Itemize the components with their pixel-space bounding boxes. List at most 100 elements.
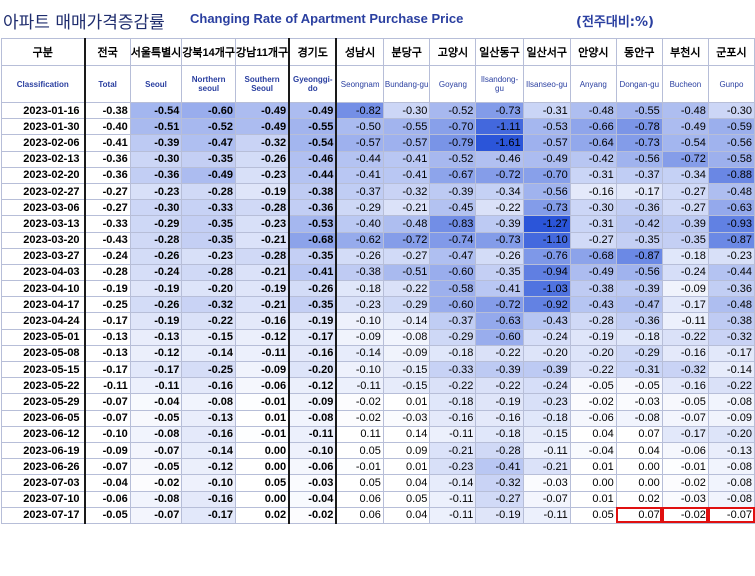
cell-bundang-gu: -0.30 xyxy=(382,101,431,120)
cell-bundang-gu: -0.14 xyxy=(382,312,431,330)
header-kr-2: 서울특별시 xyxy=(129,38,183,66)
cell-ilsandong-gu: -0.18 xyxy=(475,425,524,443)
table-row: 2023-02-27 -0.27 -0.23 -0.28 -0.19 -0.38 -0.37… xyxy=(0,182,755,201)
cell-ilsandong-gu: -0.22 xyxy=(475,199,524,217)
cell-total: -0.07 xyxy=(83,409,131,427)
table-row: 2023-03-27 -0.24 -0.26 -0.23 -0.28 -0.35 -0.26… xyxy=(0,247,755,265)
cell-seongnam: -0.29 xyxy=(335,199,384,217)
cell-anyang: 0.05 xyxy=(569,506,617,524)
cell-bundang-gu: -0.32 xyxy=(382,182,431,201)
header-kr-1: 전국 xyxy=(83,38,131,66)
cell-southern-seoul: -0.01 xyxy=(235,425,290,443)
row-date: 2023-03-13 xyxy=(0,215,86,233)
cell-anyang: -0.48 xyxy=(569,101,617,120)
cell-ilsanseo-gu: -1.27 xyxy=(522,215,571,233)
cell-ilsanseo-gu: -0.76 xyxy=(522,247,571,265)
cell-ilsanseo-gu: -0.92 xyxy=(522,296,571,314)
cell-northern-seoul: -0.10 xyxy=(181,474,237,492)
cell-bundang-gu: 0.05 xyxy=(382,490,431,508)
cell-southern-seoul: -0.12 xyxy=(235,328,290,346)
cell-seongnam: 0.06 xyxy=(335,506,384,524)
cell-gunpo: -0.38 xyxy=(707,312,755,330)
cell-anyang: -0.68 xyxy=(569,247,617,265)
table-row: 2023-07-17 -0.05 -0.07 -0.17 0.02 -0.02 0.06 0.… xyxy=(0,506,755,524)
cell-total: -0.36 xyxy=(83,166,131,184)
cell-southern-seoul: 0.00 xyxy=(235,441,290,460)
cell-ilsanseo-gu: -0.18 xyxy=(522,409,571,427)
cell-anyang: -0.31 xyxy=(569,215,617,233)
cell-ilsandong-gu: -0.35 xyxy=(475,263,524,282)
table-row: 2023-05-22 -0.11 -0.11 -0.16 -0.06 -0.12 -0.11… xyxy=(0,377,755,395)
cell-ilsandong-gu: -0.28 xyxy=(475,441,524,460)
header-en-1: Total xyxy=(83,65,131,103)
cell-seongnam: -0.02 xyxy=(335,393,384,411)
cell-goyang: -0.52 xyxy=(429,150,477,168)
cell-seongnam: -0.41 xyxy=(335,166,384,184)
cell-goyang: -0.21 xyxy=(429,441,477,460)
cell-northern-seoul: -0.49 xyxy=(181,166,237,184)
unit-label: (전주대비:%) xyxy=(576,15,654,30)
cell-gyeonggi-do: -0.09 xyxy=(288,393,337,411)
cell-anyang: -0.43 xyxy=(569,296,617,314)
cell-gunpo: -0.07 xyxy=(707,506,755,524)
cell-total: -0.24 xyxy=(83,247,131,265)
cell-seongnam: 0.05 xyxy=(335,441,384,460)
row-date: 2023-02-06 xyxy=(0,134,86,152)
cell-bucheon: -0.09 xyxy=(661,280,709,298)
cell-seongnam: -0.01 xyxy=(335,458,384,476)
table-row: 2023-03-13 -0.33 -0.29 -0.35 -0.23 -0.53 -0.40… xyxy=(0,215,755,233)
cell-gyeonggi-do: -0.44 xyxy=(288,166,337,184)
cell-total: -0.43 xyxy=(83,231,131,249)
cell-total: -0.28 xyxy=(83,263,131,282)
cell-dongan-gu: 0.00 xyxy=(615,474,663,492)
cell-total: -0.33 xyxy=(83,215,131,233)
cell-bucheon: -0.17 xyxy=(661,425,709,443)
header-kr-12: 동안구 xyxy=(615,38,663,66)
cell-southern-seoul: 0.05 xyxy=(235,474,290,492)
header-kr-4: 강남11개구 xyxy=(235,38,290,66)
cell-anyang: -0.04 xyxy=(569,441,617,460)
cell-gyeonggi-do: -0.68 xyxy=(288,231,337,249)
cell-seoul: -0.08 xyxy=(129,490,183,508)
cell-bundang-gu: 0.14 xyxy=(382,425,431,443)
cell-bundang-gu: -0.55 xyxy=(382,118,431,136)
cell-seongnam: -0.38 xyxy=(335,263,384,282)
row-date: 2023-06-19 xyxy=(0,441,86,460)
cell-dongan-gu: -0.31 xyxy=(615,360,663,379)
cell-bundang-gu: -0.03 xyxy=(382,409,431,427)
cell-dongan-gu: -0.87 xyxy=(615,247,663,265)
cell-northern-seoul: -0.25 xyxy=(181,360,237,379)
cell-goyang: -0.29 xyxy=(429,328,477,346)
cell-seoul: -0.11 xyxy=(129,377,183,395)
cell-anyang: -0.28 xyxy=(569,312,617,330)
cell-seongnam: -0.18 xyxy=(335,280,384,298)
cell-seoul: -0.02 xyxy=(129,474,183,492)
cell-northern-seoul: -0.14 xyxy=(181,441,237,460)
cell-anyang: 0.01 xyxy=(569,490,617,508)
cell-northern-seoul: -0.20 xyxy=(181,280,237,298)
table-header: 구분 전국 서울특별시 강북14개구 강남11개구 경기도 성남시 분당구 고양시 일산동구 일산서… xyxy=(0,38,755,103)
cell-goyang: -0.18 xyxy=(429,393,477,411)
cell-northern-seoul: -0.47 xyxy=(181,134,237,152)
cell-seongnam: -0.26 xyxy=(335,247,384,265)
cell-dongan-gu: -0.36 xyxy=(615,199,663,217)
table-row: 2023-06-26 -0.07 -0.05 -0.12 0.00 -0.06 -0.01 0… xyxy=(0,458,755,476)
cell-bucheon: -0.54 xyxy=(661,134,709,152)
cell-seongnam: -0.40 xyxy=(335,215,384,233)
cell-bucheon: -0.22 xyxy=(661,328,709,346)
cell-dongan-gu: -0.35 xyxy=(615,231,663,249)
row-date: 2023-04-24 xyxy=(0,312,86,330)
cell-anyang: -0.31 xyxy=(569,166,617,184)
table-row: 2023-04-10 -0.19 -0.19 -0.20 -0.19 -0.26 -0.18… xyxy=(0,280,755,298)
cell-gunpo: -0.08 xyxy=(707,474,755,492)
cell-ilsanseo-gu: -0.15 xyxy=(522,425,571,443)
row-date: 2023-04-03 xyxy=(0,263,86,282)
cell-total: -0.06 xyxy=(83,490,131,508)
cell-bundang-gu: -0.09 xyxy=(382,344,431,363)
title-korean: 아파트 매매가격증감률 xyxy=(3,13,165,33)
cell-seoul: -0.07 xyxy=(129,441,183,460)
row-date: 2023-05-15 xyxy=(0,360,86,379)
cell-gunpo: -0.88 xyxy=(707,166,755,184)
table-row: 2023-05-29 -0.07 -0.04 -0.08 -0.01 -0.09 -0.02… xyxy=(0,393,755,411)
header-kr-3: 강북14개구 xyxy=(181,38,237,66)
